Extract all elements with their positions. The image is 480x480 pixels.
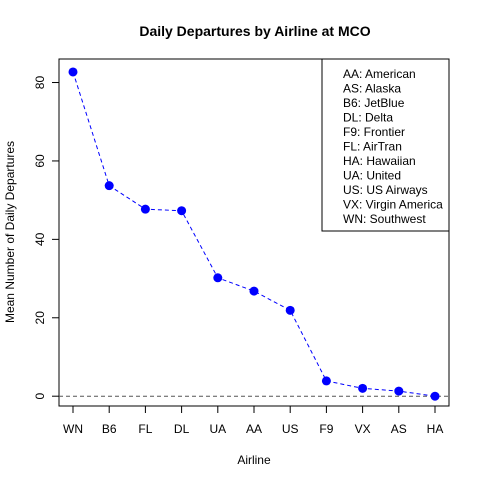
data-point (213, 273, 223, 283)
y-tick-label: 0 (33, 393, 47, 400)
data-point (394, 386, 404, 396)
x-tick-label: DL (174, 422, 190, 436)
legend-entry: UA: United (343, 169, 401, 183)
x-tick-label: AS (391, 422, 407, 436)
legend-box (321, 58, 450, 232)
x-axis: WN B6 FL DL UA AA US F9 VX AS HA (63, 406, 443, 436)
x-tick-label: WN (63, 422, 83, 436)
legend-entry: F9: Frontier (343, 125, 405, 139)
data-point (177, 206, 187, 216)
x-tick-label: B6 (102, 422, 117, 436)
data-point (358, 383, 368, 393)
legend-entry: B6: JetBlue (343, 96, 405, 110)
y-tick-label: 20 (33, 311, 47, 325)
x-tick-label: FL (138, 422, 152, 436)
data-point (321, 376, 331, 386)
y-axis: 0 20 40 60 80 (33, 76, 59, 400)
chart-title: Daily Departures by Airline at MCO (139, 23, 370, 39)
x-tick-label: US (282, 422, 299, 436)
x-tick-label: UA (209, 422, 226, 436)
legend-entry: VX: Virgin America (343, 198, 443, 212)
legend-entry: DL: Delta (343, 111, 393, 125)
y-tick-label: 80 (33, 76, 47, 90)
data-point (140, 204, 150, 214)
x-axis-label: Airline (237, 453, 271, 467)
legend-entry: US: US Airways (343, 183, 428, 197)
legend-entry: WN: Southwest (343, 212, 426, 226)
x-tick-label: AA (246, 422, 262, 436)
y-tick-label: 40 (33, 232, 47, 246)
data-point (68, 67, 78, 77)
x-tick-label: VX (355, 422, 371, 436)
data-point (430, 391, 440, 401)
x-tick-label: F9 (319, 422, 333, 436)
y-tick-label: 60 (33, 154, 47, 168)
y-axis-label: Mean Number of Daily Departures (3, 141, 17, 323)
legend-entry: AA: American (343, 67, 416, 81)
legend-entry: FL: AirTran (343, 140, 402, 154)
series-line (72, 71, 436, 397)
legend-entry: HA: Hawaiian (343, 154, 416, 168)
data-point (104, 181, 114, 191)
legend-entry: AS: Alaska (343, 82, 401, 96)
data-point (249, 286, 259, 296)
data-point (285, 305, 295, 315)
series-departures (68, 67, 440, 401)
x-tick-label: HA (427, 422, 444, 436)
